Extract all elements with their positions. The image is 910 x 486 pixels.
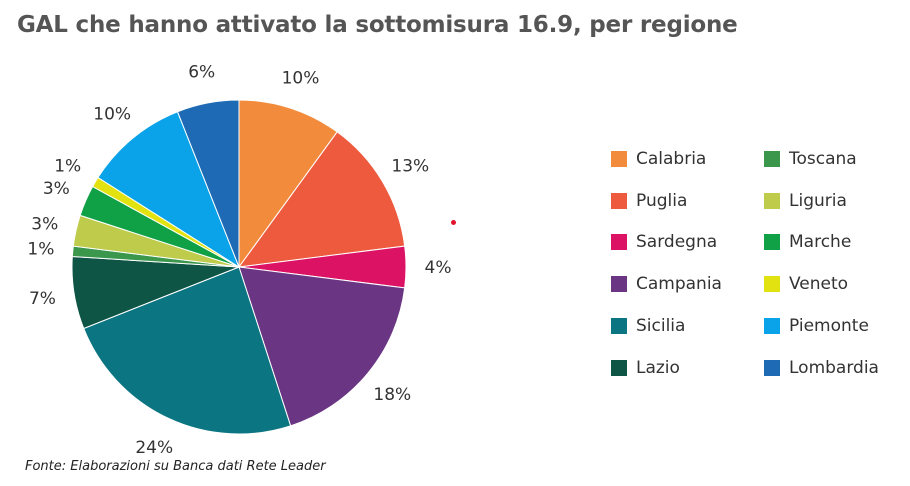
legend-swatch [764,151,780,167]
legend-label: Liguria [789,190,847,211]
legend-label: Puglia [636,190,688,211]
legend-swatch [764,234,780,251]
pie-slice-puglia [237,131,406,268]
pie-label-piemonte: 10% [93,105,131,125]
legend-label: Sicilia [636,315,686,336]
pie-slice-campania [238,266,406,427]
pie-label-toscana: 1% [27,239,54,259]
legend-item-toscana: Toscana [764,147,857,171]
red-dot [451,220,456,225]
legend-swatch [611,151,627,167]
legend-item-marche: Marche [764,230,851,254]
legend-item-puglia: Puglia [611,189,687,213]
pie-label-calabria: 10% [282,69,320,89]
legend-label: Campania [636,274,722,295]
legend-item-campania: Campania [611,272,722,296]
pie-slice-sicilia [83,266,292,435]
pie-label-veneto: 1% [54,157,81,177]
legend-item-lazio: Lazio [611,356,680,380]
legend-label: Marche [789,232,852,253]
legend-item-lombardia: Lombardia [764,356,879,380]
legend-swatch [611,234,627,251]
pie-label-liguria: 3% [31,215,58,235]
legend-item-veneto: Veneto [764,272,848,296]
legend-item-calabria: Calabria [611,147,706,171]
legend-item-piemonte: Piemonte [764,314,869,338]
pie-label-sardegna: 4% [425,258,452,278]
pie-slice-calabria [238,99,338,269]
pie-label-lazio: 7% [29,289,56,309]
legend-swatch [764,359,780,376]
legend-swatch [611,317,627,334]
pie-slice-piemonte [97,111,241,269]
pie-label-marche: 3% [43,179,70,199]
legend-label: Lombardia [789,357,879,378]
pie-label-puglia: 13% [391,157,429,177]
chart-title: GAL che hanno attivato la sottomisura 16… [17,12,738,38]
legend-label: Sardegna [636,232,718,253]
pie-label-campania: 18% [373,385,411,405]
legend-swatch [764,276,780,293]
legend-swatch [611,192,627,209]
pie-label-sicilia: 24% [135,438,173,458]
legend-label: Piemonte [789,315,869,336]
legend-swatch [611,359,627,376]
legend-label: Toscana [789,149,857,169]
legend-swatch [611,276,627,293]
pie-label-lombardia: 6% [188,63,215,83]
legend-swatch [764,317,780,334]
legend-item-sardegna: Sardegna [611,230,717,254]
legend-item-sicilia: Sicilia [611,314,685,338]
legend-swatch [764,192,780,209]
legend-label: Calabria [636,149,707,169]
legend-label: Lazio [636,357,680,378]
legend-label: Veneto [789,274,849,295]
legend-item-liguria: Liguria [764,189,847,213]
pie-slice-lombardia [176,99,240,268]
chart-source: Fonte: Elaborazioni su Banca dati Rete L… [25,459,326,474]
